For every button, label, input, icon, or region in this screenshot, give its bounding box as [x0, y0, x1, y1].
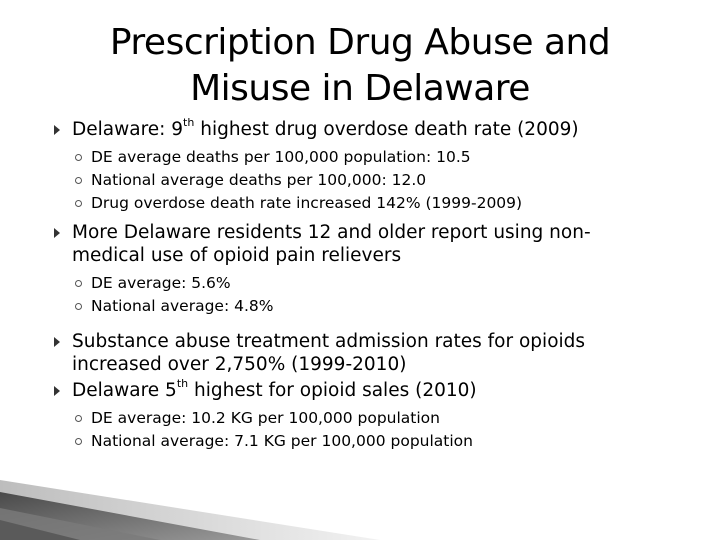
sub-item-text: National average: 4.8% [91, 297, 274, 315]
circle-bullet-icon [75, 200, 82, 207]
circle-bullet-icon [75, 415, 82, 422]
circle-bullet-icon [75, 177, 82, 184]
bullet-line-1: More Delaware residents 12 and older rep… [72, 222, 591, 243]
bullet-opioid-sales-rank: Delaware 5th highest for opioid sales (2… [54, 376, 694, 402]
sub-item-text: DE average deaths per 100,000 population… [91, 148, 471, 166]
circle-bullet-icon [75, 154, 82, 161]
sub-item-text: DE average: 5.6% [91, 274, 231, 292]
bullet-text: Delaware: 9 [72, 119, 184, 140]
bullet-text: Delaware 5 [72, 380, 177, 401]
sub-item: National average deaths per 100,000: 12.… [54, 169, 694, 192]
bullet-treatment-admissions: Substance abuse treatment admission rate… [54, 330, 694, 376]
sub-list: DE average: 5.6% National average: 4.8% [54, 272, 694, 318]
bullet-content: Delaware: 9th highest drug overdose deat… [54, 115, 694, 459]
sub-list: DE average: 10.2 KG per 100,000 populati… [54, 407, 694, 453]
decorative-corner-stripes [0, 480, 380, 540]
stripe-edge [0, 520, 80, 540]
title-line-1: Prescription Drug Abuse and [109, 22, 611, 63]
bullet-residents-opioid-use: More Delaware residents 12 and older rep… [54, 221, 694, 267]
circle-bullet-icon [75, 438, 82, 445]
title-line-2: Misuse in Delaware [190, 68, 530, 109]
circle-bullet-icon [75, 280, 82, 287]
sub-item-text: National average: 7.1 KG per 100,000 pop… [91, 432, 473, 450]
bullet-overdose-rank: Delaware: 9th highest drug overdose deat… [54, 115, 694, 141]
sub-item: DE average: 5.6% [54, 272, 694, 295]
triangle-bullet-icon [54, 337, 60, 347]
circle-bullet-icon [75, 303, 82, 310]
bullet-line-2: increased over 2,750% (1999-2010) [72, 354, 407, 375]
sub-item: National average: 4.8% [54, 295, 694, 318]
sub-item-text: Drug overdose death rate increased 142% … [91, 194, 523, 212]
sub-item-text: National average deaths per 100,000: 12.… [91, 171, 427, 189]
sub-item: National average: 7.1 KG per 100,000 pop… [54, 430, 694, 453]
triangle-bullet-icon [54, 125, 60, 135]
bullet-text: highest drug overdose death rate (2009) [194, 119, 579, 140]
sub-item: Drug overdose death rate increased 142% … [54, 192, 694, 215]
sub-item-text: DE average: 10.2 KG per 100,000 populati… [91, 409, 440, 427]
slide-title: Prescription Drug Abuse and Misuse in De… [80, 20, 640, 112]
bullet-line-2: medical use of opioid pain relievers [72, 245, 402, 266]
ordinal-suffix: th [176, 376, 189, 390]
triangle-bullet-icon [54, 386, 60, 396]
ordinal-suffix: th [183, 115, 195, 129]
sub-item: DE average: 10.2 KG per 100,000 populati… [54, 407, 694, 430]
sub-item: DE average deaths per 100,000 population… [54, 146, 694, 169]
bullet-line-1: Substance abuse treatment admission rate… [72, 331, 586, 352]
triangle-bullet-icon [54, 228, 60, 238]
sub-list: DE average deaths per 100,000 population… [54, 146, 694, 215]
bullet-text: highest for opioid sales (2010) [188, 380, 477, 401]
